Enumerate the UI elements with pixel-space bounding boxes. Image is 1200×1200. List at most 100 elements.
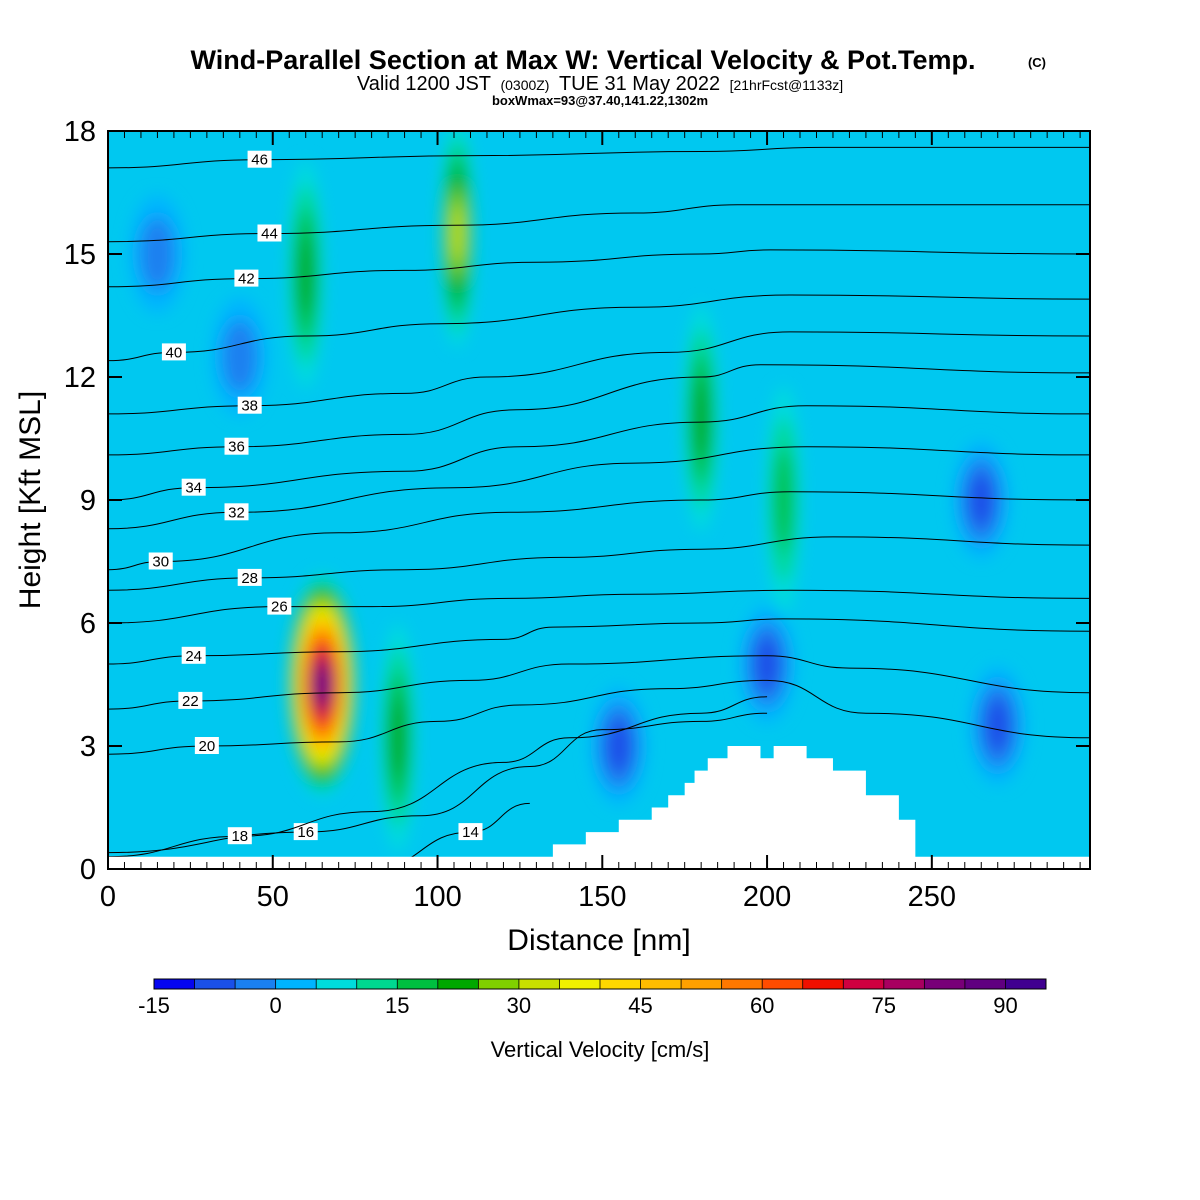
contour-label-44: 44	[261, 226, 278, 243]
contour-label-14: 14	[462, 824, 479, 841]
theta-contour-30	[108, 491, 1090, 571]
colorbar-swatch	[437, 979, 479, 989]
contour-label-26: 26	[271, 599, 288, 616]
contour-label-22: 22	[182, 693, 199, 710]
x-tick-labels: 0 50 100 150 200 250	[100, 881, 956, 913]
colorbar-label: -15	[138, 993, 170, 1018]
colorbar-label: 90	[993, 993, 1017, 1018]
colorbar-swatch	[275, 979, 317, 989]
theta-contour-20	[108, 679, 1090, 755]
contour-label-box	[237, 568, 262, 586]
x-tick-label: 200	[743, 881, 791, 913]
contour-label-box	[178, 691, 203, 709]
x-tick-label: 50	[257, 881, 289, 913]
velocity-cell	[774, 448, 793, 552]
colorbar-swatch	[681, 979, 723, 989]
colorbar-swatch	[802, 979, 844, 989]
contour-label-38: 38	[241, 398, 258, 415]
colorbar-label: 60	[750, 993, 774, 1018]
colorbar-swatch	[154, 979, 196, 989]
velocity-cell	[753, 636, 781, 692]
contour-label-16: 16	[297, 824, 314, 841]
theta-contour-16	[108, 712, 768, 854]
valid-prefix: Valid 1200 JST	[357, 73, 491, 95]
colorbar-swatch	[843, 979, 885, 989]
contour-label-box	[181, 646, 206, 664]
colorbar-swatch	[721, 979, 763, 989]
y-axis-label: Height [Kft MSL]	[14, 391, 47, 609]
contour-label-box	[257, 224, 282, 242]
contour-label-box	[234, 269, 259, 287]
contour-label-28: 28	[241, 570, 258, 587]
forecast-info: [21hrFcst@1133z]	[730, 77, 844, 93]
colorbar-swatch	[964, 979, 1006, 989]
colorbar-swatch	[883, 979, 925, 989]
contour-label-24: 24	[185, 648, 202, 665]
contour-label-box	[224, 437, 249, 455]
theta-contour-22	[108, 655, 1090, 710]
colorbar-swatch	[316, 979, 358, 989]
valid-line: Valid 1200 JST (0300Z) TUE 31 May 2022 […	[357, 73, 843, 95]
velocity-cell	[390, 697, 406, 779]
contour-label-18: 18	[231, 828, 248, 845]
y-tick-labels: 0 3 6 9 12 15 18	[64, 116, 96, 886]
boxinfo: boxWmax=93@37.40,141.22,1302m	[492, 93, 708, 108]
x-axis-label: Distance [nm]	[507, 924, 690, 957]
colorbar-swatch	[600, 979, 642, 989]
velocity-cell	[693, 377, 709, 459]
plot-frame	[107, 130, 1091, 870]
contour-label-box	[267, 597, 292, 615]
velocity-blobs	[129, 131, 1026, 852]
theta-contour-34	[108, 405, 1090, 501]
theta-contour-44	[108, 204, 1090, 243]
contour-label-box	[458, 823, 483, 841]
contour-label-box	[161, 343, 186, 361]
colorbar-swatch	[1005, 979, 1047, 989]
contour-label-box	[181, 478, 206, 496]
x-tick-label: 100	[413, 881, 461, 913]
contour-label-40: 40	[166, 344, 183, 361]
valid-date: TUE 31 May 2022	[559, 73, 720, 95]
y-tick-label: 9	[80, 485, 96, 517]
colorbar-swatch	[762, 979, 804, 989]
chart-title: Wind-Parallel Section at Max W: Vertical…	[191, 45, 976, 75]
velocity-cell	[968, 472, 995, 528]
y-tick-label: 15	[64, 239, 96, 271]
contour-label-box	[148, 552, 173, 570]
contour-label-42: 42	[238, 271, 255, 288]
theta-contour-40	[108, 294, 1090, 362]
theta-contour-24	[108, 618, 1090, 665]
terrain-mask	[108, 746, 1090, 869]
velocity-cell	[984, 697, 1011, 754]
contour-label-box	[293, 823, 318, 841]
y-tick-label: 6	[80, 608, 96, 640]
contour-label-box	[247, 150, 272, 168]
velocity-cell	[451, 204, 463, 263]
colorbar-swatch	[478, 979, 520, 989]
contour-label-32: 32	[228, 504, 245, 521]
colorbar-swatch	[356, 979, 398, 989]
velocity-cell	[317, 671, 327, 698]
colorbar-swatch	[559, 979, 601, 989]
contour-label-36: 36	[228, 439, 245, 456]
colorbar-swatch	[518, 979, 560, 989]
colorbar	[153, 978, 1047, 990]
contour-label-46: 46	[251, 152, 268, 169]
contour-label-box	[194, 737, 219, 754]
colorbar-swatch	[397, 979, 439, 989]
contour-label-30: 30	[152, 554, 169, 571]
y-tick-label: 3	[80, 731, 96, 763]
colorbar-label: 30	[507, 993, 531, 1018]
colorbar-swatch	[194, 979, 236, 989]
colorbar-label: 0	[270, 993, 282, 1018]
colorbar-labels: -15 0 15 30 45 60 75 90	[138, 993, 1018, 1018]
velocity-cell	[298, 233, 314, 316]
velocity-cell	[139, 217, 176, 291]
contour-label-box	[237, 396, 262, 414]
y-tick-label: 18	[64, 116, 96, 148]
valid-utc: (0300Z)	[500, 77, 549, 93]
velocity-field	[129, 131, 1026, 852]
colorbar-swatch	[235, 979, 277, 989]
x-tick-label: 150	[578, 881, 626, 913]
